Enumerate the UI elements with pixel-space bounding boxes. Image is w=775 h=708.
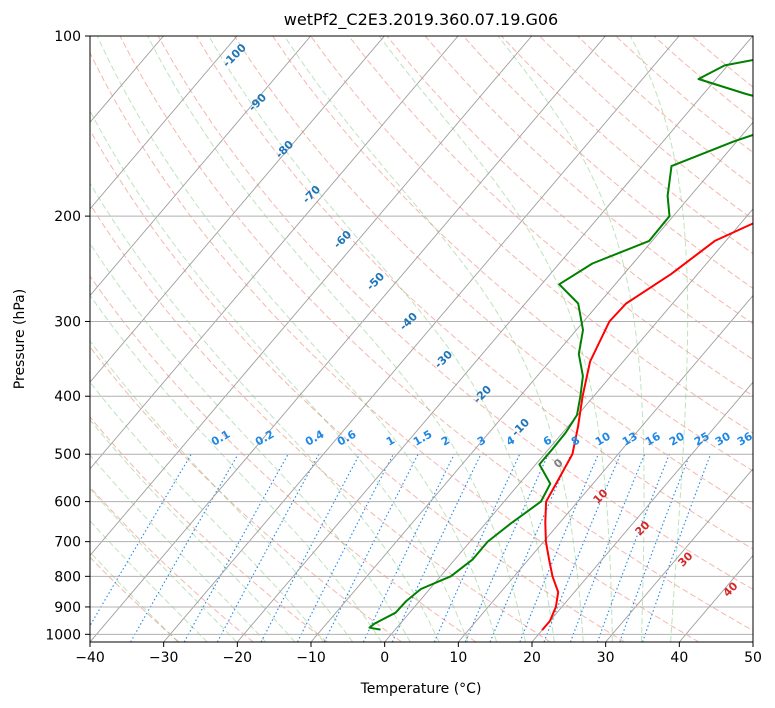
y-tick-label: 900	[54, 600, 81, 616]
y-tick-label: 400	[54, 389, 81, 405]
dry-adiabat-line	[386, 36, 753, 361]
isotherm-line	[90, 36, 238, 210]
moist-adiabat-line	[90, 109, 469, 642]
moist-adiabat-line	[147, 36, 526, 642]
mixing-ratio-line	[489, 453, 572, 642]
moist-adiabat-line	[96, 36, 498, 642]
mixing-ratio-line	[596, 453, 670, 642]
dry-adiabat-line	[90, 129, 625, 642]
y-tick-label: 1000	[45, 627, 81, 643]
isotherm-line	[90, 36, 533, 557]
dry-adiabat-line	[310, 36, 753, 434]
mixing-ratio-line	[433, 453, 521, 642]
dry-adiabat-line	[90, 416, 328, 642]
isotherm-line	[310, 121, 753, 642]
y-axis-label: Pressure (hPa)	[12, 289, 28, 389]
mixing-ratio-line	[90, 453, 192, 627]
mixing-ratio-line	[362, 453, 455, 642]
mixing-ratio-line	[260, 453, 360, 642]
temperature-line	[541, 222, 753, 631]
dry-adiabat-line	[90, 275, 477, 642]
mixing-ratio-line	[464, 453, 549, 642]
moist-adiabat-line	[497, 36, 645, 642]
moist-adiabat-line	[378, 36, 613, 642]
y-tick-label: 300	[54, 314, 81, 330]
dry-adiabat-line	[119, 36, 753, 632]
moist-adiabats	[90, 36, 689, 642]
x-tick-label: 40	[670, 650, 688, 666]
mixing-ratio-lines	[90, 453, 712, 642]
plot-area: -100-90-80-70-60-50-40-30-20-10010203040…	[45, 29, 762, 666]
dewpoint-line	[368, 58, 753, 631]
x-tick-label: −10	[296, 650, 326, 666]
y-tick-label: 700	[54, 535, 81, 551]
mixing-ratio-line	[391, 453, 482, 642]
x-tick-label: −40	[75, 650, 105, 666]
x-tick-label: 50	[744, 650, 762, 666]
mixing-ratio-line	[619, 453, 691, 642]
mixing-ratio-line	[642, 454, 712, 642]
plot-frame	[89, 35, 754, 643]
y-tick-label: 800	[54, 569, 81, 585]
x-tick-label: 0	[380, 650, 389, 666]
y-tick-label: 100	[54, 29, 81, 45]
moist-adiabat-line	[283, 36, 584, 642]
isotherm-line	[457, 294, 753, 642]
dry-adiabats	[90, 36, 753, 642]
isotherm-line	[384, 208, 753, 642]
skewed-isotherms	[90, 36, 753, 642]
y-tick-label: 600	[54, 495, 81, 511]
x-tick-label: −30	[149, 650, 179, 666]
x-tick-label: 20	[523, 650, 541, 666]
y-tick-label: 200	[54, 209, 81, 225]
dry-adiabat-line	[90, 203, 551, 642]
y-axis-ticks: 100 200 300 400 500 600 700 800 900 1000	[45, 29, 90, 643]
isotherm-line	[90, 36, 312, 297]
mixing-ratio-line	[130, 453, 239, 642]
moist-adiabat-line	[90, 487, 237, 642]
isobar-gridlines	[90, 36, 753, 635]
x-tick-label: −20	[223, 650, 253, 666]
mixing-ratio-line	[543, 453, 621, 642]
dry-adiabat-line	[195, 36, 753, 550]
x-tick-label: 10	[449, 650, 467, 666]
isotherm-line	[236, 36, 753, 642]
mixing-ratio-line	[519, 453, 599, 642]
chart-title: wetPf2_C2E3.2019.360.07.19.G06	[284, 10, 558, 30]
isotherm-line	[605, 468, 753, 642]
moist-adiabat-line	[90, 182, 440, 642]
moist-adiabat-line	[90, 419, 296, 642]
dry-adiabat-line	[272, 36, 753, 472]
isotherm-line	[531, 381, 753, 642]
dry-adiabat-line	[157, 36, 753, 590]
sounding-series	[368, 58, 753, 631]
mixing-ratio-line	[183, 453, 289, 642]
dry-adiabat-line	[90, 51, 700, 642]
dry-adiabat-line	[90, 486, 254, 642]
moist-adiabat-line	[90, 340, 354, 642]
x-axis-ticks: −40 −30 −20 −10 0 10 20 30 40 50	[75, 642, 762, 666]
moist-adiabat-line	[90, 454, 267, 642]
dry-adiabat-line	[90, 346, 402, 642]
isotherm-line	[90, 36, 606, 642]
dry-adiabat-line	[424, 36, 753, 325]
moist-adiabat-line	[629, 36, 689, 642]
isotherm-line	[163, 36, 680, 642]
x-tick-label: 30	[597, 650, 615, 666]
mixing-ratio-line	[569, 453, 646, 642]
isotherm-line	[90, 36, 459, 470]
moist-adiabat-line	[90, 381, 325, 642]
isotherm-line	[90, 36, 385, 383]
mixing-ratio-line	[216, 453, 320, 642]
y-tick-label: 500	[54, 447, 81, 463]
x-axis-label: Temperature (°C)	[360, 681, 482, 697]
